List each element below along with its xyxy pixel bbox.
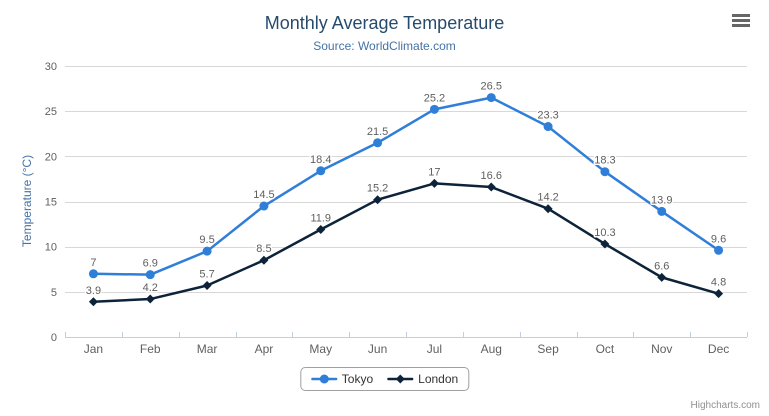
y-axis-tick-label: 0 (51, 332, 57, 344)
point-marker-tokyo[interactable] (316, 166, 326, 176)
data-label-tokyo: 13.9 (651, 194, 672, 206)
data-label-london: 8.5 (256, 243, 271, 255)
point-marker-london[interactable] (145, 294, 155, 304)
data-label-tokyo: 26.5 (481, 81, 502, 93)
circle-marker-icon (310, 374, 337, 384)
x-axis-category-label: Sep (537, 342, 559, 356)
x-axis-category-label: Aug (481, 342, 502, 356)
data-label-london: 10.3 (594, 227, 615, 239)
y-axis-tick-label: 15 (45, 197, 57, 209)
point-marker-london[interactable] (202, 281, 212, 291)
data-label-london: 6.6 (654, 260, 669, 272)
point-marker-london[interactable] (373, 195, 383, 205)
point-marker-tokyo[interactable] (714, 245, 724, 255)
data-label-london: 16.6 (481, 170, 502, 182)
diamond-marker-icon (387, 374, 414, 384)
data-label-tokyo: 7 (90, 257, 96, 269)
x-axis-category-label: May (309, 342, 332, 356)
x-axis-category-label: Feb (140, 342, 161, 356)
legend-item-label: London (418, 372, 459, 386)
point-marker-tokyo[interactable] (145, 270, 155, 280)
y-axis-tick-label: 30 (45, 61, 57, 73)
y-axis-tick-label: 20 (45, 151, 57, 163)
data-label-tokyo: 23.3 (537, 110, 558, 122)
x-axis-category-label: Jul (427, 342, 442, 356)
data-label-tokyo: 9.5 (199, 234, 214, 246)
point-marker-london[interactable] (88, 297, 98, 307)
point-marker-tokyo[interactable] (429, 104, 439, 114)
point-marker-london[interactable] (316, 225, 326, 235)
data-label-tokyo: 14.5 (253, 189, 274, 201)
point-marker-tokyo[interactable] (600, 167, 610, 177)
series-line-tokyo (92, 96, 720, 276)
data-label-london: 4.2 (143, 282, 158, 294)
point-marker-tokyo[interactable] (543, 122, 553, 132)
data-label-tokyo: 6.9 (143, 258, 158, 270)
point-marker-tokyo[interactable] (373, 138, 383, 148)
x-axis-category-label: Nov (651, 342, 672, 356)
point-marker-tokyo[interactable] (88, 269, 98, 279)
point-marker-london[interactable] (486, 182, 496, 192)
point-marker-tokyo[interactable] (657, 206, 667, 216)
hamburger-icon (732, 14, 750, 17)
credits-link[interactable]: Highcharts.com (690, 400, 760, 411)
x-axis-category-label: Dec (708, 342, 729, 356)
point-marker-tokyo[interactable] (259, 201, 269, 211)
x-axis-category-label: Apr (255, 342, 274, 356)
hamburger-icon (732, 24, 750, 27)
legend: Tokyo London (299, 367, 470, 391)
point-marker-london[interactable] (600, 239, 610, 249)
data-label-london: 11.9 (310, 213, 331, 225)
data-label-tokyo: 21.5 (367, 126, 388, 138)
point-marker-london[interactable] (259, 255, 269, 265)
point-marker-tokyo[interactable] (202, 246, 212, 256)
point-marker-london[interactable] (429, 178, 439, 188)
hamburger-icon (732, 19, 750, 22)
data-label-london: 14.2 (537, 192, 558, 204)
point-marker-london[interactable] (543, 204, 553, 214)
x-axis-category-label: Jan (84, 342, 103, 356)
legend-item-tokyo[interactable]: Tokyo (310, 372, 374, 386)
data-label-london: 3.9 (86, 285, 101, 297)
y-axis-tick-label: 10 (45, 242, 57, 254)
data-label-tokyo: 18.3 (594, 155, 615, 167)
point-marker-tokyo[interactable] (486, 93, 496, 103)
data-label-london: 5.7 (199, 269, 214, 281)
x-axis-category-label: Oct (596, 342, 615, 356)
data-label-london: 17 (428, 166, 440, 178)
point-marker-london[interactable] (657, 272, 667, 282)
x-axis-category-label: Jun (368, 342, 387, 356)
chart-title: Monthly Average Temperature (264, 13, 505, 33)
legend-item-label: Tokyo (341, 372, 374, 386)
data-label-tokyo: 18.4 (310, 154, 331, 166)
data-label-tokyo: 9.6 (711, 233, 726, 245)
data-label-tokyo: 25.2 (424, 92, 445, 104)
x-axis-category-label: Mar (197, 342, 218, 356)
data-label-london: 15.2 (367, 183, 388, 195)
y-axis-tick-label: 5 (51, 287, 57, 299)
y-axis-tick-label: 25 (45, 106, 57, 118)
legend-item-london[interactable]: London (387, 372, 458, 386)
point-marker-london[interactable] (714, 289, 724, 299)
chart-subtitle: Source: WorldClimate.com (313, 39, 456, 53)
series-line-london (92, 182, 720, 304)
export-menu-button[interactable] (732, 14, 750, 27)
data-label-london: 4.8 (711, 277, 726, 289)
